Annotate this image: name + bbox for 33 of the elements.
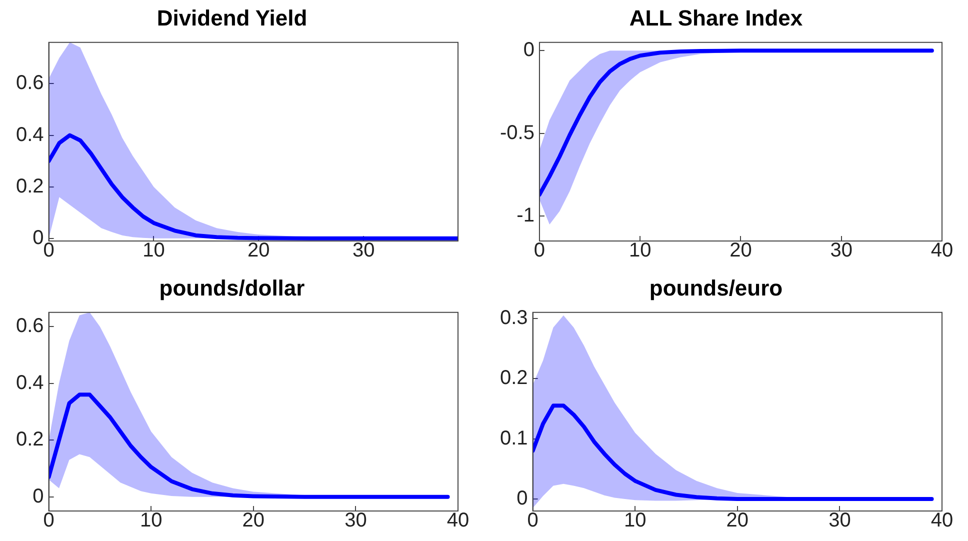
x-tick-label: 30 — [352, 240, 375, 262]
y-tick-label: -0.5 — [500, 122, 534, 144]
x-tick-label: 10 — [624, 510, 646, 532]
y-tick-label: 0.3 — [500, 306, 528, 329]
y-tick-label: 0.2 — [16, 428, 44, 451]
y-tick-label: 0.2 — [16, 175, 44, 198]
chart-title: ALL Share Index — [629, 5, 804, 30]
y-tick-label: 0.2 — [500, 367, 528, 390]
x-tick-label: 30 — [828, 510, 851, 532]
y-tick-label: 0.1 — [500, 427, 528, 450]
x-tick-label: 40 — [930, 510, 954, 532]
x-tick-label: 10 — [140, 510, 162, 532]
x-tick-label: 20 — [730, 240, 752, 262]
y-tick-label: 0.4 — [16, 124, 44, 146]
y-tick-label: 0 — [516, 487, 528, 510]
y-tick-label: 0 — [523, 39, 534, 62]
y-tick-label: 0.6 — [16, 315, 44, 338]
y-tick-label: -1 — [516, 204, 534, 227]
x-tick-label: 10 — [628, 240, 652, 262]
y-tick-label: 0 — [32, 485, 44, 508]
x-tick-label: 40 — [930, 240, 954, 262]
x-tick-label: 20 — [248, 240, 270, 262]
y-tick-label: 0.6 — [16, 72, 44, 94]
y-tick-label: 0.4 — [16, 372, 44, 394]
x-tick-label: 30 — [344, 510, 367, 532]
x-tick-label: 20 — [726, 510, 749, 532]
x-tick-label: 30 — [830, 240, 852, 262]
chart-title: pounds/euro — [649, 275, 783, 300]
x-tick-label: 20 — [242, 510, 265, 532]
chart-title: Dividend Yield — [156, 5, 308, 30]
x-tick-label: 10 — [142, 240, 165, 262]
x-tick-label: 40 — [446, 510, 470, 532]
chart-title: pounds/dollar — [159, 275, 306, 300]
